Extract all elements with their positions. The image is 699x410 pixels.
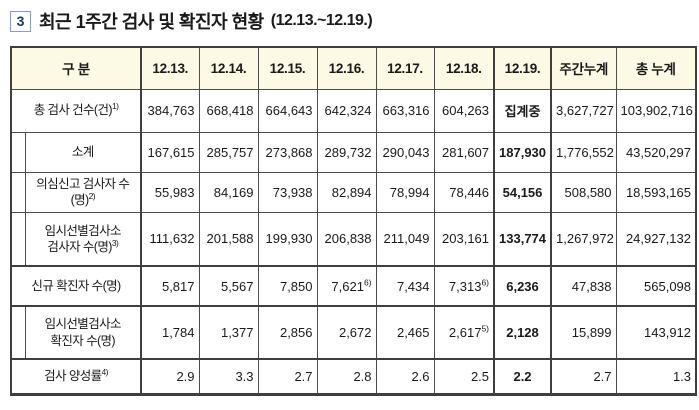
cell: 78,446: [433, 171, 495, 213]
cell: 54,156: [493, 171, 553, 213]
cell: 78,994: [375, 171, 435, 213]
row-label: 의심신고 검사자 수(명)2): [24, 171, 142, 213]
cell: 2.7: [550, 358, 617, 395]
cell: 1,377: [198, 305, 259, 360]
row-label: 총 검사 건수(건)1): [10, 88, 142, 133]
cell: 5,817: [140, 265, 200, 307]
cell: 55,983: [140, 171, 200, 213]
page-title: 3 최근 1주간 검사 및 확진자 현황 (12.13.~12.19.): [10, 8, 695, 34]
table-header: 구 분 12.13. 12.14. 12.15. 12.16. 12.17. 12.18. 1…: [10, 46, 697, 90]
column-header: 12.18.: [433, 46, 495, 90]
table-row: 임시선별검사소 검사자 수(명)3) 111,632 201,588 199,930 20…: [10, 211, 697, 267]
cell: 7,850: [257, 265, 318, 307]
cell: 24,927,132: [615, 211, 697, 267]
cell: 1,267,972: [550, 211, 617, 267]
cell: 565,098: [615, 265, 697, 307]
cell: 3,627,727: [550, 88, 617, 133]
cell: 5,567: [198, 265, 259, 307]
indent-spacer: [10, 211, 26, 267]
cell: 47,838: [550, 265, 617, 307]
row-label: 검사 양성률4): [10, 358, 142, 395]
column-header: 12.16.: [316, 46, 377, 90]
cell: 2.9: [140, 358, 200, 395]
row-label: 임시선별검사소 검사자 수(명)3): [24, 211, 142, 267]
cell: 211,049: [375, 211, 435, 267]
column-header: 12.17.: [375, 46, 435, 90]
cell: 103,902,716: [615, 88, 697, 133]
cell: 2,128: [493, 305, 553, 360]
cell: 285,757: [198, 131, 259, 173]
title-text: 최근 1주간 검사 및 확진자 현황: [39, 12, 264, 32]
cell: 203,161: [433, 211, 495, 267]
cell: 집계중: [493, 88, 553, 133]
cell: 642,324: [316, 88, 377, 133]
column-header: 12.15.: [257, 46, 318, 90]
cell: 604,263: [433, 88, 495, 133]
cell: 2.8: [316, 358, 377, 395]
column-header: 주간누계: [550, 46, 617, 90]
cell: 84,169: [198, 171, 259, 213]
column-header: 구 분: [10, 46, 143, 90]
cell: 1.3: [615, 358, 697, 395]
table-row: 신규 확진자 수(명) 5,817 5,567 7,850 7,6216) 7,434 7,…: [10, 265, 697, 307]
table-row: 검사 양성률4) 2.9 3.3 2.7 2.8 2.6 2.5 2.2 2.7 1.3: [10, 358, 697, 395]
title-period: (12.13.~12.19.): [270, 12, 373, 29]
cell: 664,643: [257, 88, 318, 133]
cell: 3.3: [198, 358, 259, 395]
indent-spacer: [10, 131, 26, 173]
cell: 2,672: [316, 305, 377, 360]
indent-spacer: [10, 171, 26, 213]
cell: 82,894: [316, 171, 377, 213]
cell: 7,3136): [433, 265, 495, 307]
cell: 7,434: [375, 265, 435, 307]
row-label: 신규 확진자 수(명): [10, 265, 142, 307]
table-row: 임시선별검사소 확진자 수(명) 1,784 1,377 2,856 2,672 2,465…: [10, 305, 697, 360]
summary-table: 구 분 12.13. 12.14. 12.15. 12.16. 12.17. 12.18. 1…: [10, 46, 698, 396]
cell: 663,316: [375, 88, 435, 133]
row-label: 소계: [24, 131, 142, 173]
table-row: 의심신고 검사자 수(명)2) 55,983 84,169 73,938 82,894 7…: [10, 171, 697, 213]
cell: 2.2: [493, 358, 553, 395]
column-header: 12.14.: [198, 46, 259, 90]
section-number-box: 3: [10, 10, 31, 32]
cell: 384,763: [140, 88, 200, 133]
cell: 15,899: [550, 305, 617, 360]
cell: 1,784: [140, 305, 200, 360]
cell: 111,632: [140, 211, 200, 267]
cell: 290,043: [375, 131, 435, 173]
table-row: 소계 167,615 285,757 273,868 289,732 290,043 281…: [10, 131, 697, 173]
cell: 668,418: [198, 88, 259, 133]
cell: 6,236: [493, 265, 553, 307]
cell: 143,912: [615, 305, 697, 360]
cell: 289,732: [316, 131, 377, 173]
cell: 2.5: [433, 358, 495, 395]
cell: 7,6216): [316, 265, 377, 307]
cell: 281,607: [433, 131, 495, 173]
cell: 73,938: [257, 171, 318, 213]
cell: 2.7: [257, 358, 318, 395]
cell: 273,868: [257, 131, 318, 173]
cell: 2,465: [375, 305, 435, 360]
table-body: 총 검사 건수(건)1) 384,763 668,418 664,643 642,324…: [10, 88, 697, 395]
table-row: 총 검사 건수(건)1) 384,763 668,418 664,643 642,324…: [10, 88, 697, 133]
row-label: 임시선별검사소 확진자 수(명): [24, 305, 142, 360]
cell: 133,774: [493, 211, 553, 267]
cell: 206,838: [316, 211, 377, 267]
cell: 43,520,297: [615, 131, 697, 173]
column-header: 12.13.: [140, 46, 200, 90]
cell: 2,856: [257, 305, 318, 360]
column-header: 12.19.: [493, 46, 553, 90]
cell: 167,615: [140, 131, 200, 173]
cell: 187,930: [493, 131, 553, 173]
indent-spacer: [10, 305, 26, 360]
cell: 201,588: [198, 211, 259, 267]
cell: 2,6175): [433, 305, 495, 360]
cell: 508,580: [550, 171, 617, 213]
cell: 2.6: [375, 358, 435, 395]
cell: 18,593,165: [615, 171, 697, 213]
cell: 199,930: [257, 211, 318, 267]
column-header: 총 누계: [615, 46, 697, 90]
cell: 1,776,552: [550, 131, 617, 173]
